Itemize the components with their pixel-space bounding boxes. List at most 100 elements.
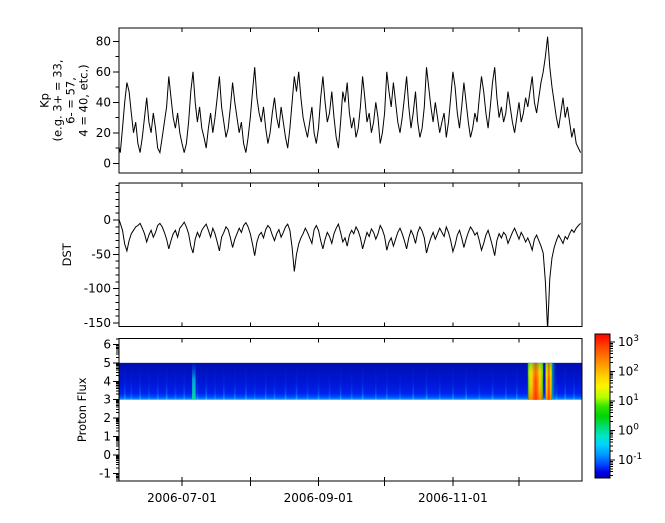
y-axis-tick-label: 6 (103, 337, 111, 351)
kp-panel: 0 20 40 60 80 Kp(e.g. 3+ = 33,6- = 57,4 = 40,… (38, 27, 583, 174)
colorbar-tick-label: 10-1 (618, 452, 642, 467)
y-axis-tick-label: 1 (103, 430, 111, 444)
flux-streak (205, 362, 208, 400)
flux-streak (139, 362, 141, 400)
y-axis-tick-label: 2 (103, 411, 111, 425)
flux-streak (375, 362, 377, 400)
y-axis-tick-label: -150 (84, 316, 111, 330)
colorbar-tick-mantissa: 10 (618, 424, 633, 438)
y-axis-tick-label: 0 (103, 448, 111, 462)
flux-streak (412, 362, 415, 400)
x-axis: 2006-07-01 2006-09-01 2006-11-01 (147, 481, 520, 505)
panel-frame (118, 27, 583, 174)
spectrogram-baseline (119, 362, 582, 400)
panel-frame (118, 182, 583, 327)
flux-streak (174, 362, 177, 400)
proton-event-tail (552, 362, 556, 400)
dst-y-axis-label-line: DST (60, 242, 74, 266)
flux-streak (130, 362, 133, 400)
dst-y-axis-label: DST (60, 242, 74, 266)
flux-streak (196, 362, 199, 400)
major-proton-event-shading (545, 362, 552, 400)
panel-frame (118, 338, 583, 482)
x-axis-tick-label: 2006-09-01 (284, 491, 354, 505)
colorbar-tick-mantissa: 10 (618, 394, 633, 408)
proton-y-axis-label-line: Proton Flux (75, 377, 89, 442)
flux-streak (478, 362, 481, 400)
flux-streak (295, 362, 298, 400)
kp-y-axis-label-line: 6- = 57, (64, 77, 78, 124)
major-proton-event-shading (527, 362, 544, 400)
colorbar-tick-exponent: 0 (633, 423, 639, 433)
flux-streak (245, 362, 247, 400)
flux-streak (123, 362, 126, 400)
kp-y-axis-label-line: (e.g. 3+ = 33, (51, 59, 65, 141)
y-axis-tick-label: -50 (91, 247, 111, 261)
y-axis-tick-label: 4 (103, 374, 111, 388)
kp-series-line (119, 36, 582, 155)
colorbar-tick-exponent: 1 (633, 393, 639, 403)
colorbar-tick-mantissa: 10 (618, 453, 633, 467)
flux-streak (438, 362, 441, 400)
y-axis-tick-label: 20 (96, 126, 111, 140)
flux-streak (516, 362, 518, 400)
colorbar-tick-exponent: -1 (633, 452, 642, 462)
colorbar-tick-mantissa: 10 (618, 365, 633, 379)
flux-streak (234, 362, 236, 400)
x-axis-tick-label: 2006-11-01 (418, 491, 488, 505)
kp-y-axis-label-line: Kp (38, 93, 52, 108)
flux-streak (183, 362, 186, 400)
y-axis-tick-label: 5 (103, 356, 111, 370)
flux-streak (328, 362, 331, 400)
flux-streak (564, 362, 567, 400)
kp-y-axis-label: Kp(e.g. 3+ = 33,6- = 57,4 = 40, etc.) (38, 59, 91, 141)
colorbar-tick-mantissa: 10 (618, 335, 633, 349)
y-axis-tick-label: -1 (99, 466, 111, 480)
colorbar-tick-label: 100 (618, 423, 639, 438)
dst-panel: 0 -50 -100 -150 DST (60, 182, 583, 330)
flux-streak (148, 362, 150, 400)
colorbar-tick-exponent: 2 (633, 364, 639, 374)
flux-streak (555, 362, 558, 400)
colorbar-gradient (595, 334, 610, 478)
minor-proton-event (192, 362, 196, 400)
dst-series-line (119, 217, 581, 327)
y-axis-tick-label: -100 (84, 282, 111, 296)
flux-streak (399, 362, 401, 400)
flux-streak (505, 362, 507, 400)
flux-streak (165, 362, 168, 400)
y-axis-tick-label: 60 (96, 65, 111, 79)
flux-streak (361, 362, 364, 400)
colorbar-tick-label: 103 (618, 334, 639, 349)
flux-streak (156, 362, 159, 400)
flux-streak (214, 362, 216, 400)
flux-streak (284, 362, 287, 400)
y-axis-tick-label: 40 (96, 95, 111, 109)
colorbar-tick-exponent: 3 (633, 334, 639, 344)
proton-spectrogram-band (119, 362, 582, 400)
flux-streak (491, 362, 494, 400)
flux-streak (350, 362, 353, 400)
proton-y-axis-label: Proton Flux (75, 377, 89, 442)
flux-streak (452, 362, 454, 400)
flux-streak (273, 362, 276, 400)
flux-streak (386, 362, 388, 400)
colorbar-tick-label: 102 (618, 364, 639, 379)
flux-streak (306, 362, 309, 400)
flux-streak (339, 362, 342, 400)
x-axis-tick-label: 2006-07-01 (147, 491, 217, 505)
flux-streak (253, 362, 256, 400)
colorbar-tick-label: 101 (618, 393, 639, 408)
flux-streak (573, 362, 575, 400)
proton-flux-panel: -1 0 1 2 3 4 5 6 Proton Flux (75, 337, 583, 482)
y-axis-tick-label: 0 (103, 156, 111, 170)
flux-streak (264, 362, 267, 400)
flux-streak (317, 362, 320, 400)
y-axis-tick-label: 80 (96, 34, 111, 48)
flux-streak (223, 362, 225, 400)
flux-streak (425, 362, 428, 400)
y-axis-tick-label: 0 (103, 213, 111, 227)
